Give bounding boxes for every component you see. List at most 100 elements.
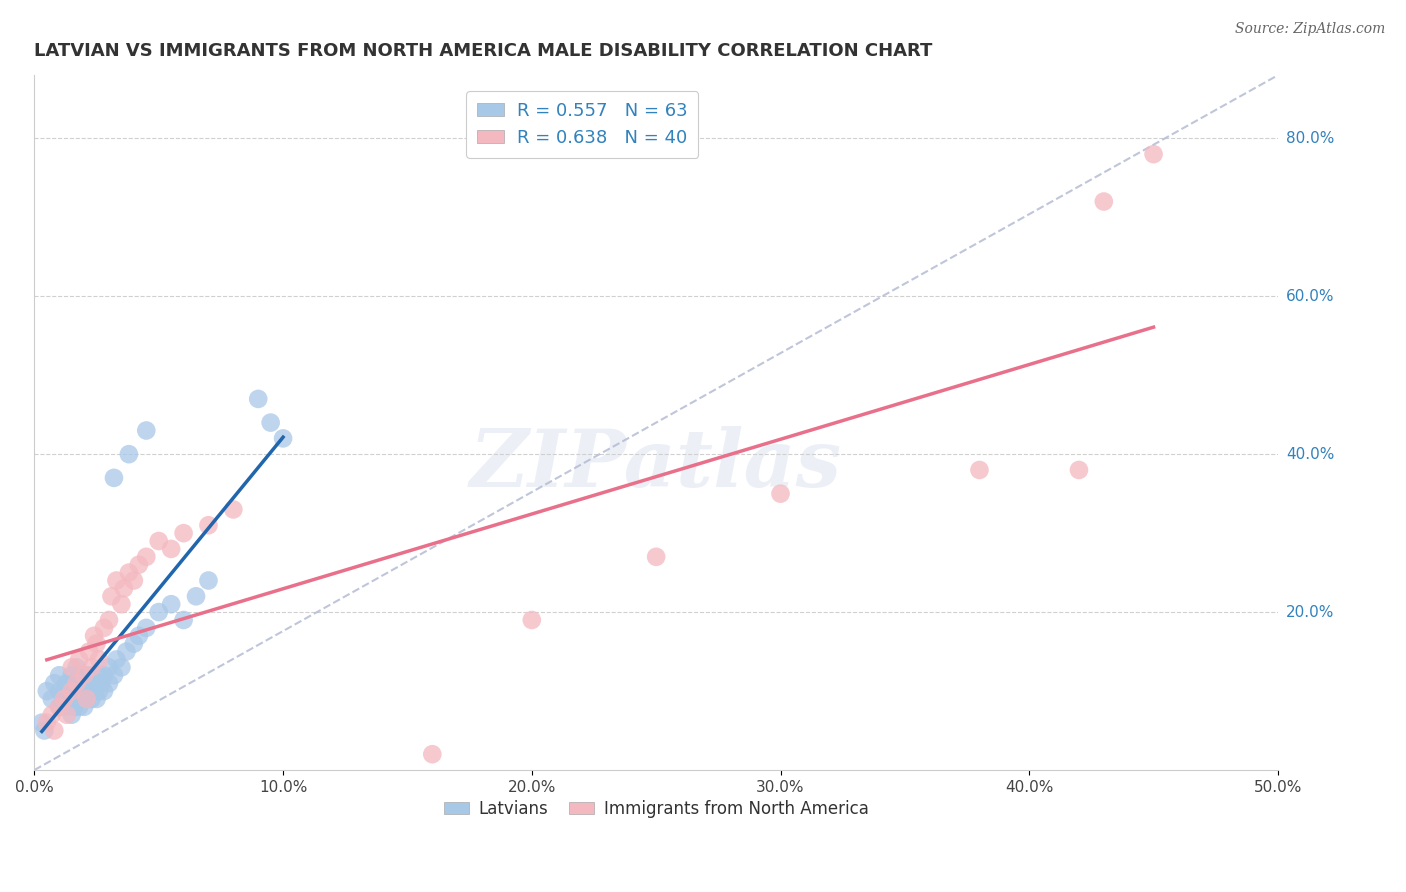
Point	[60, 668, 83, 682]
Point	[135, 621, 157, 635]
Point	[118, 447, 141, 461]
Point	[77, 684, 100, 698]
Point	[160, 541, 183, 556]
Point	[122, 637, 145, 651]
Point	[35, 684, 58, 698]
Point	[60, 684, 83, 698]
Point	[110, 660, 132, 674]
Point	[110, 597, 132, 611]
Point	[53, 684, 76, 698]
Point	[77, 668, 100, 682]
Legend: Latvians, Immigrants from North America: Latvians, Immigrants from North America	[437, 793, 875, 824]
Point	[173, 526, 195, 541]
Point	[128, 558, 150, 572]
Point	[76, 692, 98, 706]
Point	[148, 605, 170, 619]
Point	[112, 582, 135, 596]
Text: 60.0%: 60.0%	[1286, 289, 1334, 304]
Point	[60, 676, 83, 690]
Point	[66, 660, 89, 674]
Point	[122, 574, 145, 588]
Point	[87, 668, 110, 682]
Point	[93, 684, 115, 698]
Point	[77, 644, 100, 658]
Point	[90, 676, 112, 690]
Point	[222, 502, 245, 516]
Point	[197, 574, 219, 588]
Text: LATVIAN VS IMMIGRANTS FROM NORTH AMERICA MALE DISABILITY CORRELATION CHART: LATVIAN VS IMMIGRANTS FROM NORTH AMERICA…	[34, 42, 932, 60]
Point	[769, 486, 792, 500]
Point	[60, 692, 83, 706]
Point	[76, 692, 98, 706]
Point	[55, 676, 77, 690]
Point	[67, 699, 90, 714]
Point	[105, 574, 128, 588]
Point	[67, 668, 90, 682]
Point	[83, 629, 105, 643]
Point	[67, 684, 90, 698]
Point	[55, 707, 77, 722]
Point	[66, 692, 89, 706]
Point	[520, 613, 543, 627]
Point	[73, 684, 96, 698]
Point	[259, 416, 281, 430]
Point	[103, 471, 125, 485]
Point	[86, 692, 108, 706]
Point	[86, 637, 108, 651]
Point	[73, 699, 96, 714]
Point	[41, 692, 63, 706]
Point	[247, 392, 270, 406]
Point	[148, 534, 170, 549]
Point	[53, 699, 76, 714]
Point	[173, 613, 195, 627]
Point	[98, 613, 121, 627]
Point	[98, 660, 121, 674]
Point	[67, 652, 90, 666]
Point	[63, 684, 86, 698]
Point	[66, 676, 89, 690]
Point	[1067, 463, 1090, 477]
Point	[1092, 194, 1115, 209]
Point	[73, 668, 96, 682]
Point	[60, 707, 83, 722]
Point	[35, 715, 58, 730]
Text: 40.0%: 40.0%	[1286, 447, 1334, 462]
Point	[93, 621, 115, 635]
Point	[128, 629, 150, 643]
Point	[160, 597, 183, 611]
Point	[48, 668, 70, 682]
Text: Source: ZipAtlas.com: Source: ZipAtlas.com	[1234, 22, 1385, 37]
Point	[83, 684, 105, 698]
Point	[80, 676, 103, 690]
Point	[135, 549, 157, 564]
Point	[271, 431, 294, 445]
Point	[184, 589, 207, 603]
Text: 80.0%: 80.0%	[1286, 131, 1334, 146]
Point	[197, 518, 219, 533]
Point	[93, 668, 115, 682]
Point	[420, 747, 443, 762]
Point	[80, 660, 103, 674]
Point	[100, 589, 122, 603]
Point	[969, 463, 991, 477]
Point	[34, 723, 56, 738]
Point	[76, 676, 98, 690]
Point	[70, 692, 93, 706]
Text: 20.0%: 20.0%	[1286, 605, 1334, 620]
Point	[60, 660, 83, 674]
Text: ZIPatlas: ZIPatlas	[470, 425, 842, 503]
Point	[80, 692, 103, 706]
Point	[63, 699, 86, 714]
Point	[53, 692, 76, 706]
Point	[1142, 147, 1164, 161]
Point	[115, 644, 138, 658]
Point	[70, 676, 93, 690]
Point	[55, 692, 77, 706]
Point	[86, 676, 108, 690]
Point	[31, 715, 53, 730]
Point	[48, 699, 70, 714]
Point	[87, 684, 110, 698]
Point	[73, 668, 96, 682]
Point	[48, 684, 70, 698]
Point	[105, 652, 128, 666]
